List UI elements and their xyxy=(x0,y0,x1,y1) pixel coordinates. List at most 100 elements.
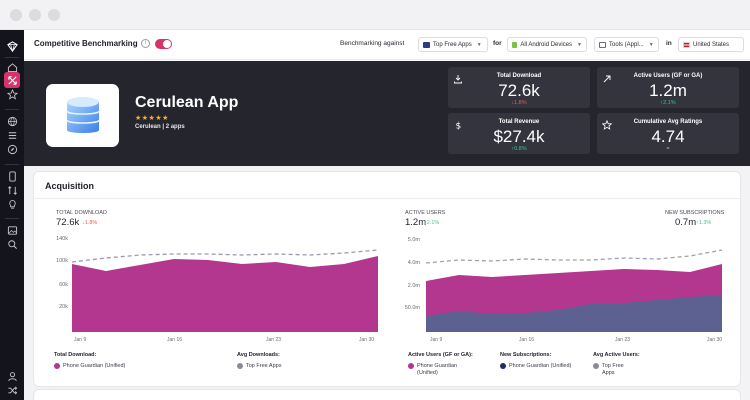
compass-icon[interactable] xyxy=(4,141,20,157)
mobile-icon[interactable] xyxy=(4,168,20,184)
category-select-value: Tools (Appl... xyxy=(609,41,644,48)
metric-value: 0.7m xyxy=(675,217,697,228)
kpi-label: Cumulative Avg Ratings xyxy=(633,119,703,125)
metric-label: TOTAL DOWNLOAD xyxy=(56,210,107,216)
benchmark-toggle[interactable] xyxy=(155,39,172,49)
star-icon[interactable] xyxy=(4,86,20,102)
kpi-change: ↓1.8% xyxy=(511,100,527,106)
metric-change: ↑1.3% xyxy=(696,220,712,226)
kpi-card[interactable]: Cumulative Avg Ratings 4.74 = xyxy=(597,113,739,154)
app-name: Cerulean App xyxy=(135,94,239,111)
legend-swatch xyxy=(500,363,506,369)
kpi-value: 1.2m xyxy=(649,81,687,100)
metric-label: NEW SUBSCRIPTIONS xyxy=(665,210,725,216)
legend-title: Active Users (GF or GA): xyxy=(408,352,473,358)
legend-item[interactable]: Phone Guardian (Unified) xyxy=(417,363,458,376)
legend-item[interactable]: Top Free Apps xyxy=(246,363,282,369)
y-tick: 140k xyxy=(56,236,68,242)
chevron-down-icon: ▼ xyxy=(648,41,654,48)
y-tick: 5.0m xyxy=(407,237,420,243)
kpi-card[interactable]: $ Total Revenue $27.4k ↑0.8% xyxy=(448,113,590,154)
legend-swatch xyxy=(54,363,60,369)
x-tick: Jan 23 xyxy=(615,337,631,343)
top-bar: Competitive Benchmarking i Benchmarking … xyxy=(24,30,750,60)
x-tick: Jan 16 xyxy=(519,337,535,343)
kpi-change: ↑2.1% xyxy=(660,100,676,106)
chevron-down-icon: ▼ xyxy=(476,41,482,48)
window-close-dot[interactable] xyxy=(10,9,22,21)
metric-change: ↑2.1% xyxy=(424,220,440,226)
kpi-card[interactable]: Total Download 72.6k ↓1.8% xyxy=(448,67,590,108)
metric-value: 1.2m xyxy=(405,217,427,228)
legend-swatch xyxy=(237,363,243,369)
x-tick: Jan 23 xyxy=(266,337,282,343)
us-flag-icon xyxy=(683,41,690,48)
device-select[interactable]: All Android Devices ▼ xyxy=(507,37,587,52)
kpi-value: 72.6k xyxy=(498,81,540,100)
apps-icon xyxy=(423,41,430,48)
info-icon[interactable]: i xyxy=(141,39,150,48)
star-outline-icon xyxy=(601,117,613,130)
y-tick: 4.0m xyxy=(407,260,420,266)
legend-title: New Subscriptions: xyxy=(500,352,552,358)
window-minimize-dot[interactable] xyxy=(29,9,41,21)
globe-icon[interactable] xyxy=(4,113,20,129)
lightbulb-icon[interactable] xyxy=(4,196,20,212)
image-icon[interactable] xyxy=(4,222,20,238)
sidebar xyxy=(0,30,24,400)
downloads-area-chart[interactable] xyxy=(72,234,382,334)
benchmark-select[interactable]: Top Free Apps ▼ xyxy=(418,37,488,52)
legend-title: Total Download: xyxy=(54,352,97,358)
shuffle-icon[interactable] xyxy=(4,382,20,398)
transfer-icon[interactable] xyxy=(4,182,20,198)
metric-label: ACTIVE USERS xyxy=(405,210,446,216)
x-tick: Jan 30 xyxy=(707,337,723,343)
sidebar-divider xyxy=(5,218,19,219)
x-tick: Jan 9 xyxy=(430,337,443,343)
chevron-down-icon: ▼ xyxy=(577,41,582,48)
section-title: Acquisition xyxy=(45,181,94,191)
list-icon[interactable] xyxy=(4,127,20,143)
acquisition-card: Acquisition TOTAL DOWNLOAD 72.6k ↓1.8% 1… xyxy=(34,172,740,386)
legend-item[interactable]: Top Free Apps xyxy=(602,363,624,376)
downloads-area xyxy=(72,256,378,332)
user-icon[interactable] xyxy=(4,368,20,384)
kpi-card[interactable]: Active Users (GF or GA) 1.2m ↑2.1% xyxy=(597,67,739,108)
country-select-value: United States xyxy=(693,41,730,48)
rating-stars: ★★★★★ xyxy=(135,115,169,122)
category-select[interactable]: Tools (Appl... ▼ xyxy=(594,37,659,52)
avg-downloads-line xyxy=(72,249,379,263)
legend-swatch xyxy=(408,363,414,369)
benchmark-label: Benchmarking against xyxy=(340,40,405,47)
trend-up-icon xyxy=(602,71,612,83)
legend-item[interactable]: Phone Guardian (Unified) xyxy=(509,363,572,369)
y-tick: 50.0m xyxy=(404,305,420,311)
app-icon xyxy=(46,84,119,147)
country-select[interactable]: United States xyxy=(678,37,744,52)
kpi-value: $27.4k xyxy=(493,127,545,146)
divider xyxy=(34,198,740,199)
metric-value: 72.6k xyxy=(56,217,80,228)
folder-icon xyxy=(599,41,606,48)
database-icon xyxy=(65,96,100,133)
x-tick: Jan 9 xyxy=(74,337,87,343)
legend-swatch xyxy=(593,363,599,369)
active-users-area-chart[interactable] xyxy=(426,234,726,334)
sidebar-divider xyxy=(5,57,19,58)
logo-icon[interactable] xyxy=(4,38,20,54)
home-icon[interactable] xyxy=(4,59,20,75)
window-maximize-dot[interactable] xyxy=(48,9,60,21)
metric-change: ↓1.8% xyxy=(82,220,98,226)
search-icon[interactable] xyxy=(4,236,20,252)
avg-active-users-line xyxy=(426,249,723,264)
device-select-value: All Android Devices xyxy=(520,41,573,48)
y-tick: 60k xyxy=(59,282,68,288)
window-titlebar xyxy=(0,0,750,30)
benchmark-icon[interactable] xyxy=(4,72,20,88)
dollar-icon: $ xyxy=(453,117,463,132)
kpi-label: Total Download xyxy=(496,73,542,79)
app-publisher: Cerulean | 2 apps xyxy=(135,124,185,130)
kpi-label: Active Users (GF or GA) xyxy=(633,73,703,79)
legend-item[interactable]: Phone Guardian (Unified) xyxy=(63,363,126,369)
kpi-label: Total Revenue xyxy=(498,119,540,125)
